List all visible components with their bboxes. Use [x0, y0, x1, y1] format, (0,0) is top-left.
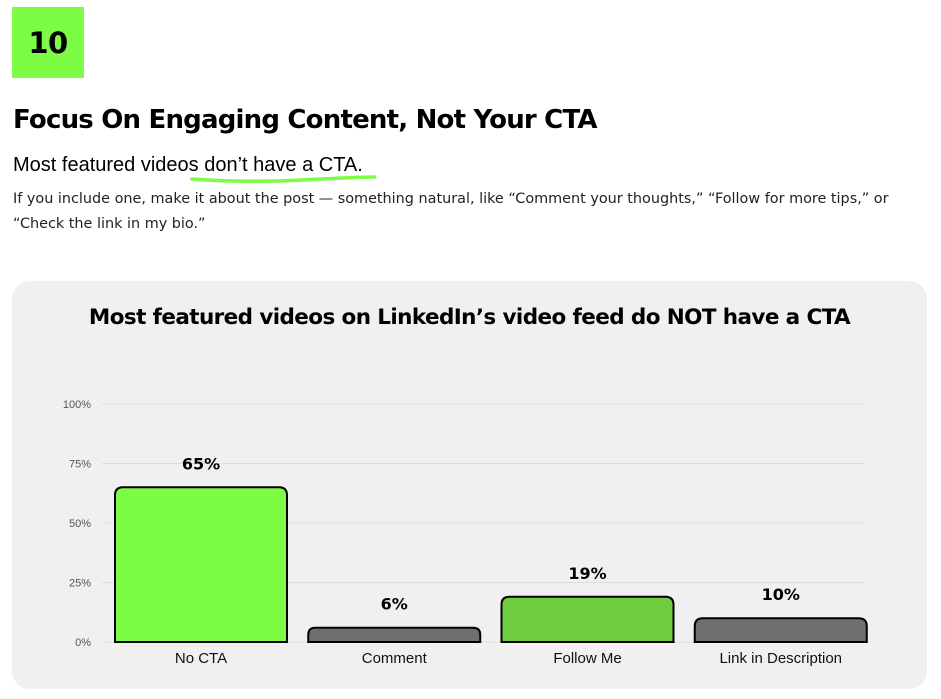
x-tick-label: Comment: [362, 650, 428, 667]
x-tick-label: No CTA: [175, 650, 227, 667]
x-tick-label: Follow Me: [553, 650, 621, 667]
subtitle-highlight: don’t have a CTA.: [190, 151, 377, 184]
y-tick-label: 50%: [69, 518, 91, 530]
data-label: 10%: [762, 585, 800, 604]
subtitle-text: Most featured videos: [13, 154, 205, 176]
y-tick-label: 0%: [75, 637, 91, 649]
subtitle: Most featured videos don’t have a CTA.: [13, 151, 377, 184]
page-title: Focus On Engaging Content, Not Your CTA: [13, 105, 598, 135]
section-number-badge: 10: [12, 7, 84, 78]
y-tick-label: 25%: [69, 578, 91, 590]
section-number: 10: [28, 25, 68, 60]
data-label: 65%: [182, 454, 220, 473]
intro-paragraph: If you include one, make it about the po…: [13, 191, 889, 232]
bar: [114, 486, 288, 643]
y-tick-label: 75%: [69, 459, 91, 471]
bar: [500, 595, 675, 643]
bar: [693, 617, 868, 643]
bar-chart: 0% 25% 50% 75% 100% 65% No CTA 6% Comment 19% Foll…: [63, 399, 868, 667]
y-tick-label: 100%: [63, 399, 91, 411]
subtitle-highlight-text: don’t have a CTA.: [204, 154, 363, 176]
data-label: 19%: [568, 564, 606, 583]
data-label: 6%: [381, 595, 408, 614]
chart-card: Most featured videos on LinkedIn’s video…: [12, 281, 927, 689]
x-tick-label: Link in Description: [719, 650, 842, 667]
bar: [307, 626, 482, 643]
chart-title: Most featured videos on LinkedIn’s video…: [88, 305, 851, 330]
highlight-underline: [190, 175, 377, 184]
